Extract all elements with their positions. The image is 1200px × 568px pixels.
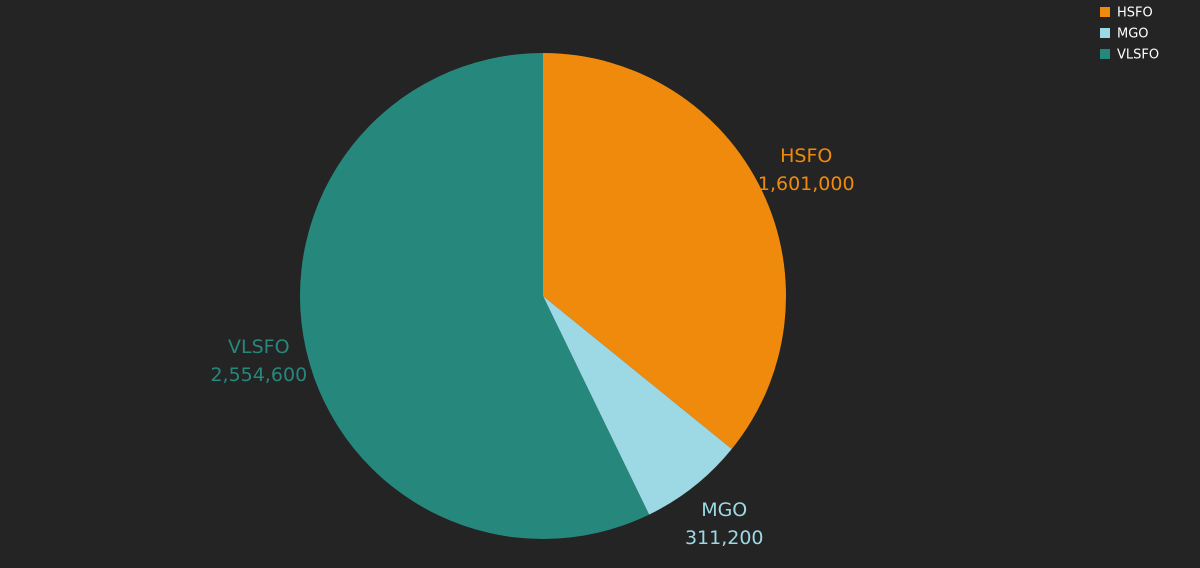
legend-label: HSFO	[1117, 6, 1153, 21]
pie-slice	[543, 296, 732, 515]
legend-swatch	[1100, 28, 1110, 38]
slice-value-label: 1,601,000	[758, 173, 855, 195]
slice-label: HSFO	[780, 145, 832, 167]
slice-value-label: 311,200	[685, 527, 764, 549]
slice-label: MGO	[701, 499, 747, 521]
pie-slice	[300, 53, 650, 539]
slice-label: VLSFO	[228, 336, 290, 358]
legend-label: VLSFO	[1117, 48, 1159, 63]
legend-swatch	[1100, 7, 1110, 17]
pie-slice	[543, 53, 786, 450]
legend-label: MGO	[1117, 27, 1149, 42]
slice-value-label: 2,554,600	[210, 364, 307, 386]
legend-swatch	[1100, 49, 1110, 59]
